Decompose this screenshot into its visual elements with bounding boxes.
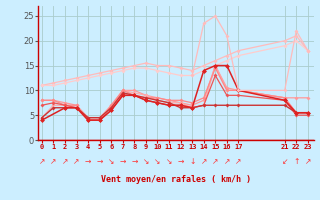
Text: ↗: ↗ <box>50 157 57 166</box>
Text: ↘: ↘ <box>154 157 161 166</box>
Text: ↙: ↙ <box>282 157 288 166</box>
Text: ↗: ↗ <box>73 157 80 166</box>
Text: ↗: ↗ <box>212 157 219 166</box>
Text: →: → <box>177 157 184 166</box>
Text: ↑: ↑ <box>293 157 300 166</box>
Text: ↗: ↗ <box>305 157 311 166</box>
Text: ↓: ↓ <box>189 157 196 166</box>
Text: ↗: ↗ <box>39 157 45 166</box>
Text: →: → <box>131 157 138 166</box>
Text: ↘: ↘ <box>166 157 172 166</box>
Text: ↗: ↗ <box>201 157 207 166</box>
Text: ↘: ↘ <box>108 157 115 166</box>
Text: ↗: ↗ <box>224 157 230 166</box>
X-axis label: Vent moyen/en rafales ( km/h ): Vent moyen/en rafales ( km/h ) <box>101 175 251 184</box>
Text: →: → <box>85 157 91 166</box>
Text: ↘: ↘ <box>143 157 149 166</box>
Text: ↗: ↗ <box>62 157 68 166</box>
Text: →: → <box>97 157 103 166</box>
Text: ↗: ↗ <box>235 157 242 166</box>
Text: →: → <box>120 157 126 166</box>
